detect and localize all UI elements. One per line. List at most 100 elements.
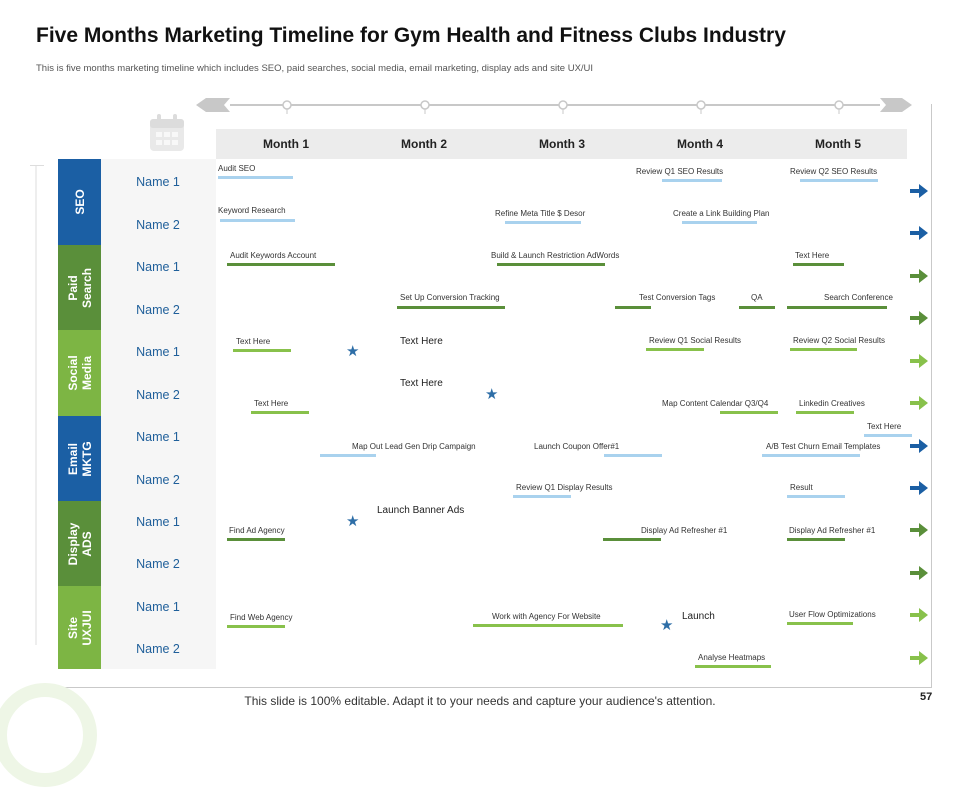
task-bar <box>787 306 887 309</box>
task-bar <box>682 221 757 224</box>
task-label: Work with Agency For Website <box>492 612 601 621</box>
task-bar <box>497 263 605 266</box>
timeline-frame <box>36 104 932 688</box>
task-label: Analyse Heatmaps <box>698 653 766 662</box>
task-label: Refine Meta Title $ Desor <box>495 209 586 218</box>
category-label: SEO <box>72 189 87 215</box>
arrow-right-icon <box>910 566 928 580</box>
star-icon: ★ <box>346 513 360 530</box>
task-label: Find Ad Agency <box>229 526 285 535</box>
arrow-right-icon <box>910 226 928 240</box>
months-header <box>216 129 907 159</box>
task-bar <box>787 495 845 498</box>
task-label: Result <box>790 483 813 492</box>
row-name: Name 2 <box>136 642 180 656</box>
month-5-header: Month 5 <box>815 137 861 151</box>
row-name: Name 2 <box>136 557 180 571</box>
category-email-mktg: Email MKTG <box>58 416 101 501</box>
row-name: Name 2 <box>136 303 180 317</box>
task-bar <box>739 306 775 309</box>
task-bar <box>604 454 662 457</box>
calendar-icon <box>150 114 184 151</box>
row-name: Name 1 <box>136 175 180 189</box>
task-label: Display Ad Refresher #1 <box>789 526 876 535</box>
month-1-header: Month 1 <box>263 137 309 151</box>
task-label: Set Up Conversion Tracking <box>400 293 500 302</box>
names-background <box>101 159 216 669</box>
page-number: 57 <box>920 691 933 703</box>
task-label: User Flow Optimizations <box>789 610 876 619</box>
arrow-right-icon <box>910 608 928 622</box>
task-bar <box>397 306 505 309</box>
category-social-media: Social Media <box>58 330 101 416</box>
task-bar <box>787 622 853 625</box>
task-bar <box>646 348 704 351</box>
task-bar <box>320 454 376 457</box>
row-name: Name 2 <box>136 218 180 232</box>
category-paid-search: Paid Search <box>58 245 101 330</box>
month-2-header: Month 2 <box>401 137 447 151</box>
category-label: Display ADS <box>65 522 94 565</box>
task-bar <box>720 411 778 414</box>
milestone-text: Launch Banner Ads <box>377 505 465 516</box>
milestone-text: Text Here <box>400 378 443 389</box>
task-bar <box>513 495 571 498</box>
task-label: Keyword Research <box>218 206 286 215</box>
task-bar <box>227 263 335 266</box>
task-label: Audit Keywords Account <box>230 251 317 260</box>
task-label: Map Out Lead Gen Drip Campaign <box>352 442 476 451</box>
task-bar <box>864 434 912 437</box>
star-icon: ★ <box>346 343 360 360</box>
task-label: Display Ad Refresher #1 <box>641 526 728 535</box>
row-name: Name 1 <box>136 515 180 529</box>
task-label: Linkedin Creatives <box>799 399 865 408</box>
task-bar <box>793 263 844 266</box>
row-name: Name 1 <box>136 345 180 359</box>
star-icon: ★ <box>485 386 499 403</box>
arrow-right-icon <box>910 523 928 537</box>
task-label: A/B Test Churn Email Templates <box>766 442 881 451</box>
task-bar <box>227 625 285 628</box>
task-bar <box>220 219 295 222</box>
task-bar <box>505 221 581 224</box>
task-bar <box>218 176 293 179</box>
task-label: Review Q2 Social Results <box>793 336 886 345</box>
arrow-right-icon <box>910 439 928 453</box>
task-bar <box>251 411 309 414</box>
task-label: Test Conversion Tags <box>639 293 716 302</box>
arrow-right-icon <box>910 396 928 410</box>
task-label: Text Here <box>236 337 271 346</box>
left-bracket-decoration <box>30 165 44 645</box>
row-name: Name 1 <box>136 260 180 274</box>
task-label: Create a Link Building Plan <box>673 209 770 218</box>
task-label: Build & Launch Restriction AdWords <box>491 251 620 260</box>
arrow-right-icon <box>910 354 928 368</box>
category-label: Site UXJUI <box>65 609 94 646</box>
category-display-ads: Display ADS <box>58 501 101 586</box>
star-icon: ★ <box>660 617 674 634</box>
milestone-text: Launch <box>682 611 715 622</box>
task-bar <box>662 179 722 182</box>
task-bar <box>762 454 860 457</box>
task-bar <box>615 306 651 309</box>
task-label: Text Here <box>867 422 902 431</box>
arrow-right-icon <box>910 651 928 665</box>
row-name: Name 1 <box>136 430 180 444</box>
category-seo: SEO <box>58 159 101 245</box>
task-label: Search Conference <box>824 293 893 302</box>
category-label: Paid Search <box>65 267 94 308</box>
task-bar <box>233 349 291 352</box>
month-3-header: Month 3 <box>539 137 585 151</box>
task-label: Map Content Calendar Q3/Q4 <box>662 399 769 408</box>
task-label: Review Q1 Social Results <box>649 336 742 345</box>
task-bar <box>603 538 661 541</box>
page-title: Five Months Marketing Timeline for Gym H… <box>36 24 786 47</box>
task-label: Review Q1 SEO Results <box>636 167 724 176</box>
row-name: Name 2 <box>136 473 180 487</box>
task-label: Review Q2 SEO Results <box>790 167 878 176</box>
row-name: Name 1 <box>136 600 180 614</box>
task-bar <box>790 348 857 351</box>
timeline-arrow <box>196 98 912 114</box>
category-site-uxui: Site UXJUI <box>58 586 101 669</box>
arrow-right-icon <box>910 269 928 283</box>
